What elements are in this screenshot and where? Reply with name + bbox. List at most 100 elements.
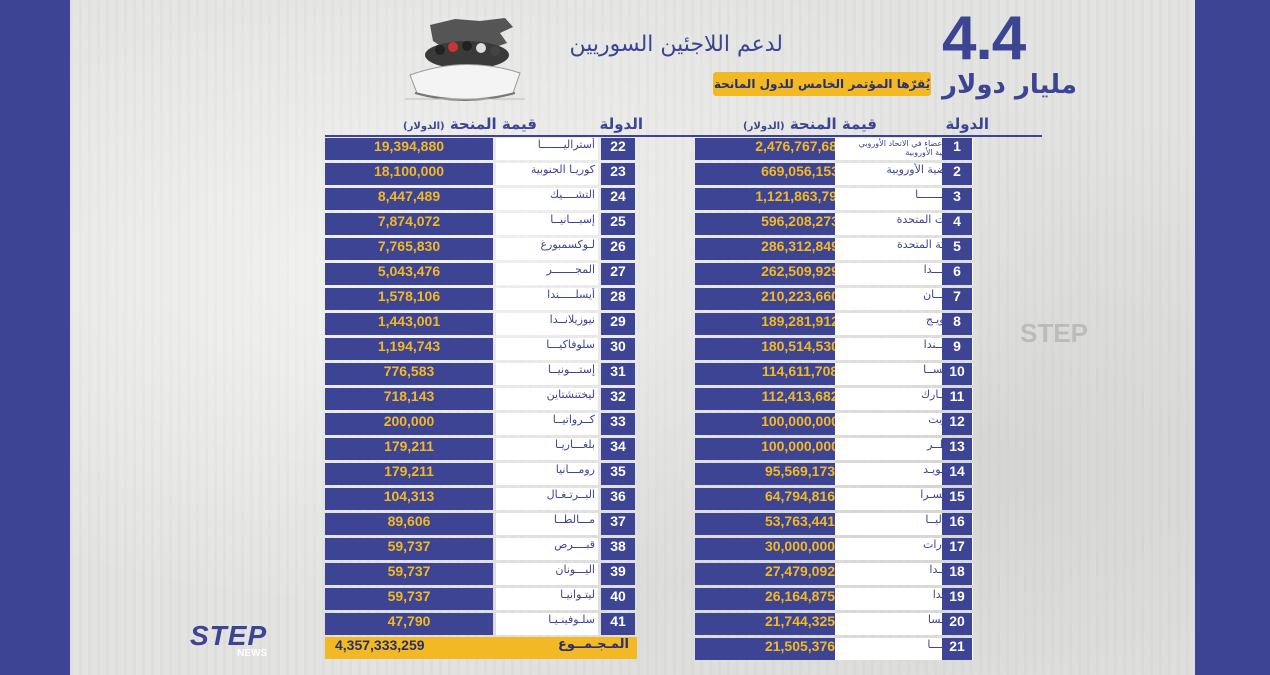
- rank-number: 32: [601, 388, 635, 410]
- rank-number: 2: [942, 163, 972, 185]
- country-name: أستراليـــــــا: [496, 138, 598, 160]
- grant-value: 7,765,830: [325, 238, 493, 260]
- refugee-boat-illustration: [405, 18, 525, 101]
- logo-step: STEP: [190, 620, 268, 651]
- rank-number: 34: [601, 438, 635, 460]
- grant-value: 8,447,489: [325, 188, 493, 210]
- country-name: سلوفاكيـــا: [496, 338, 598, 360]
- grant-value: 200,000: [325, 413, 493, 435]
- grant-value: 59,737: [325, 563, 493, 585]
- grant-value: 59,737: [325, 588, 493, 610]
- rank-number: 19: [942, 588, 972, 610]
- left-country-header: الدولة: [599, 115, 644, 133]
- right-grant-header-label: قيمة المنحة: [789, 115, 877, 133]
- country-name: رومـــانيا: [496, 463, 598, 485]
- rank-number: 14: [942, 463, 972, 485]
- rank-number: 20: [942, 613, 972, 635]
- grant-value: 59,737: [325, 538, 493, 560]
- rank-number: 4: [942, 213, 972, 235]
- rank-number: 41: [601, 613, 635, 635]
- grant-value: 179,211: [325, 463, 493, 485]
- rank-number: 25: [601, 213, 635, 235]
- rank-number: 15: [942, 488, 972, 510]
- step-news-logo: STEP NEWS: [190, 620, 268, 660]
- rank-number: 37: [601, 513, 635, 535]
- grant-value: 18,100,000: [325, 163, 493, 185]
- left-grant-header-label: قيمة المنحة: [449, 115, 537, 133]
- infographic-panel: STEP 4.4 مليار دولار لدعم اللاجئين السور…: [70, 0, 1195, 675]
- country-name: كــرواتيــا: [496, 413, 598, 435]
- country-name: اليـــونان: [496, 563, 598, 585]
- right-grant-header: قيمة المنحة (الدولار): [743, 115, 877, 133]
- rank-number: 1: [942, 138, 972, 160]
- left-grant-header-unit: (الدولار): [403, 121, 445, 132]
- country-name: ليتـوانيـا: [496, 588, 598, 610]
- rank-number: 21: [942, 638, 972, 660]
- rank-number: 29: [601, 313, 635, 335]
- grant-value: 1,194,743: [325, 338, 493, 360]
- right-header-rule: [692, 135, 1042, 137]
- rank-number: 40: [601, 588, 635, 610]
- rank-number: 5: [942, 238, 972, 260]
- country-name: كوريـا الجنوبية: [496, 163, 598, 185]
- rank-number: 7: [942, 288, 972, 310]
- rank-number: 31: [601, 363, 635, 385]
- conference-tag: يُقرّها المؤتمر الخامس للدول المانحة: [713, 72, 931, 96]
- grant-value: 5,043,476: [325, 263, 493, 285]
- rank-number: 35: [601, 463, 635, 485]
- rank-number: 3: [942, 188, 972, 210]
- country-name: سلـوفينـيـا: [496, 613, 598, 635]
- rank-number: 36: [601, 488, 635, 510]
- rank-number: 26: [601, 238, 635, 260]
- grant-value: 1,578,106: [325, 288, 493, 310]
- right-country-header: الدولة: [945, 115, 990, 133]
- rank-number: 10: [942, 363, 972, 385]
- total-label: المـجـمــوع: [558, 637, 629, 652]
- rank-number: 39: [601, 563, 635, 585]
- country-name: البــرتـغـال: [496, 488, 598, 510]
- headline-subtitle: لدعم اللاجئين السوريين: [569, 32, 783, 57]
- rank-number: 18: [942, 563, 972, 585]
- country-name: التشــــيك: [496, 188, 598, 210]
- rank-number: 23: [601, 163, 635, 185]
- grant-value: 89,606: [325, 513, 493, 535]
- rank-number: 6: [942, 263, 972, 285]
- grant-value: 718,143: [325, 388, 493, 410]
- rank-number: 38: [601, 538, 635, 560]
- rank-number: 24: [601, 188, 635, 210]
- country-name: إسبـــانيــا: [496, 213, 598, 235]
- left-grant-header: قيمة المنحة (الدولار): [403, 115, 537, 133]
- grant-value: 179,211: [325, 438, 493, 460]
- country-name: قبــــرص: [496, 538, 598, 560]
- rank-number: 33: [601, 413, 635, 435]
- grant-value: 776,583: [325, 363, 493, 385]
- rank-number: 17: [942, 538, 972, 560]
- rank-number: 11: [942, 388, 972, 410]
- rank-number: 27: [601, 263, 635, 285]
- country-name: مـــالطــا: [496, 513, 598, 535]
- headline-unit: مليار دولار: [942, 70, 1077, 100]
- left-header-rule: [325, 135, 705, 137]
- country-name: أيسلـــــندا: [496, 288, 598, 310]
- rank-number: 30: [601, 338, 635, 360]
- watermark: STEP: [1020, 318, 1088, 348]
- rank-number: 28: [601, 288, 635, 310]
- rank-number: 22: [601, 138, 635, 160]
- country-name: بلغـــاريـا: [496, 438, 598, 460]
- country-name: لـوكسمبورغ: [496, 238, 598, 260]
- total-row: 4,357,333,259 المـجـمــوع: [325, 637, 637, 659]
- grant-value: 104,313: [325, 488, 493, 510]
- grant-value: 1,443,001: [325, 313, 493, 335]
- rank-number: 8: [942, 313, 972, 335]
- right-grant-header-unit: (الدولار): [743, 121, 785, 132]
- rank-number: 12: [942, 413, 972, 435]
- country-name: الدول الأعضاء في الاتحاد الأوروبي والمفو…: [835, 138, 973, 160]
- total-value: 4,357,333,259: [335, 637, 425, 653]
- grant-value: 7,874,072: [325, 213, 493, 235]
- grant-value: 19,394,880: [325, 138, 493, 160]
- rank-number: 9: [942, 338, 972, 360]
- headline-amount: 4.4: [942, 4, 1026, 73]
- country-name: نيوزيلانــدا: [496, 313, 598, 335]
- rank-number: 13: [942, 438, 972, 460]
- country-name: إستـــونيــا: [496, 363, 598, 385]
